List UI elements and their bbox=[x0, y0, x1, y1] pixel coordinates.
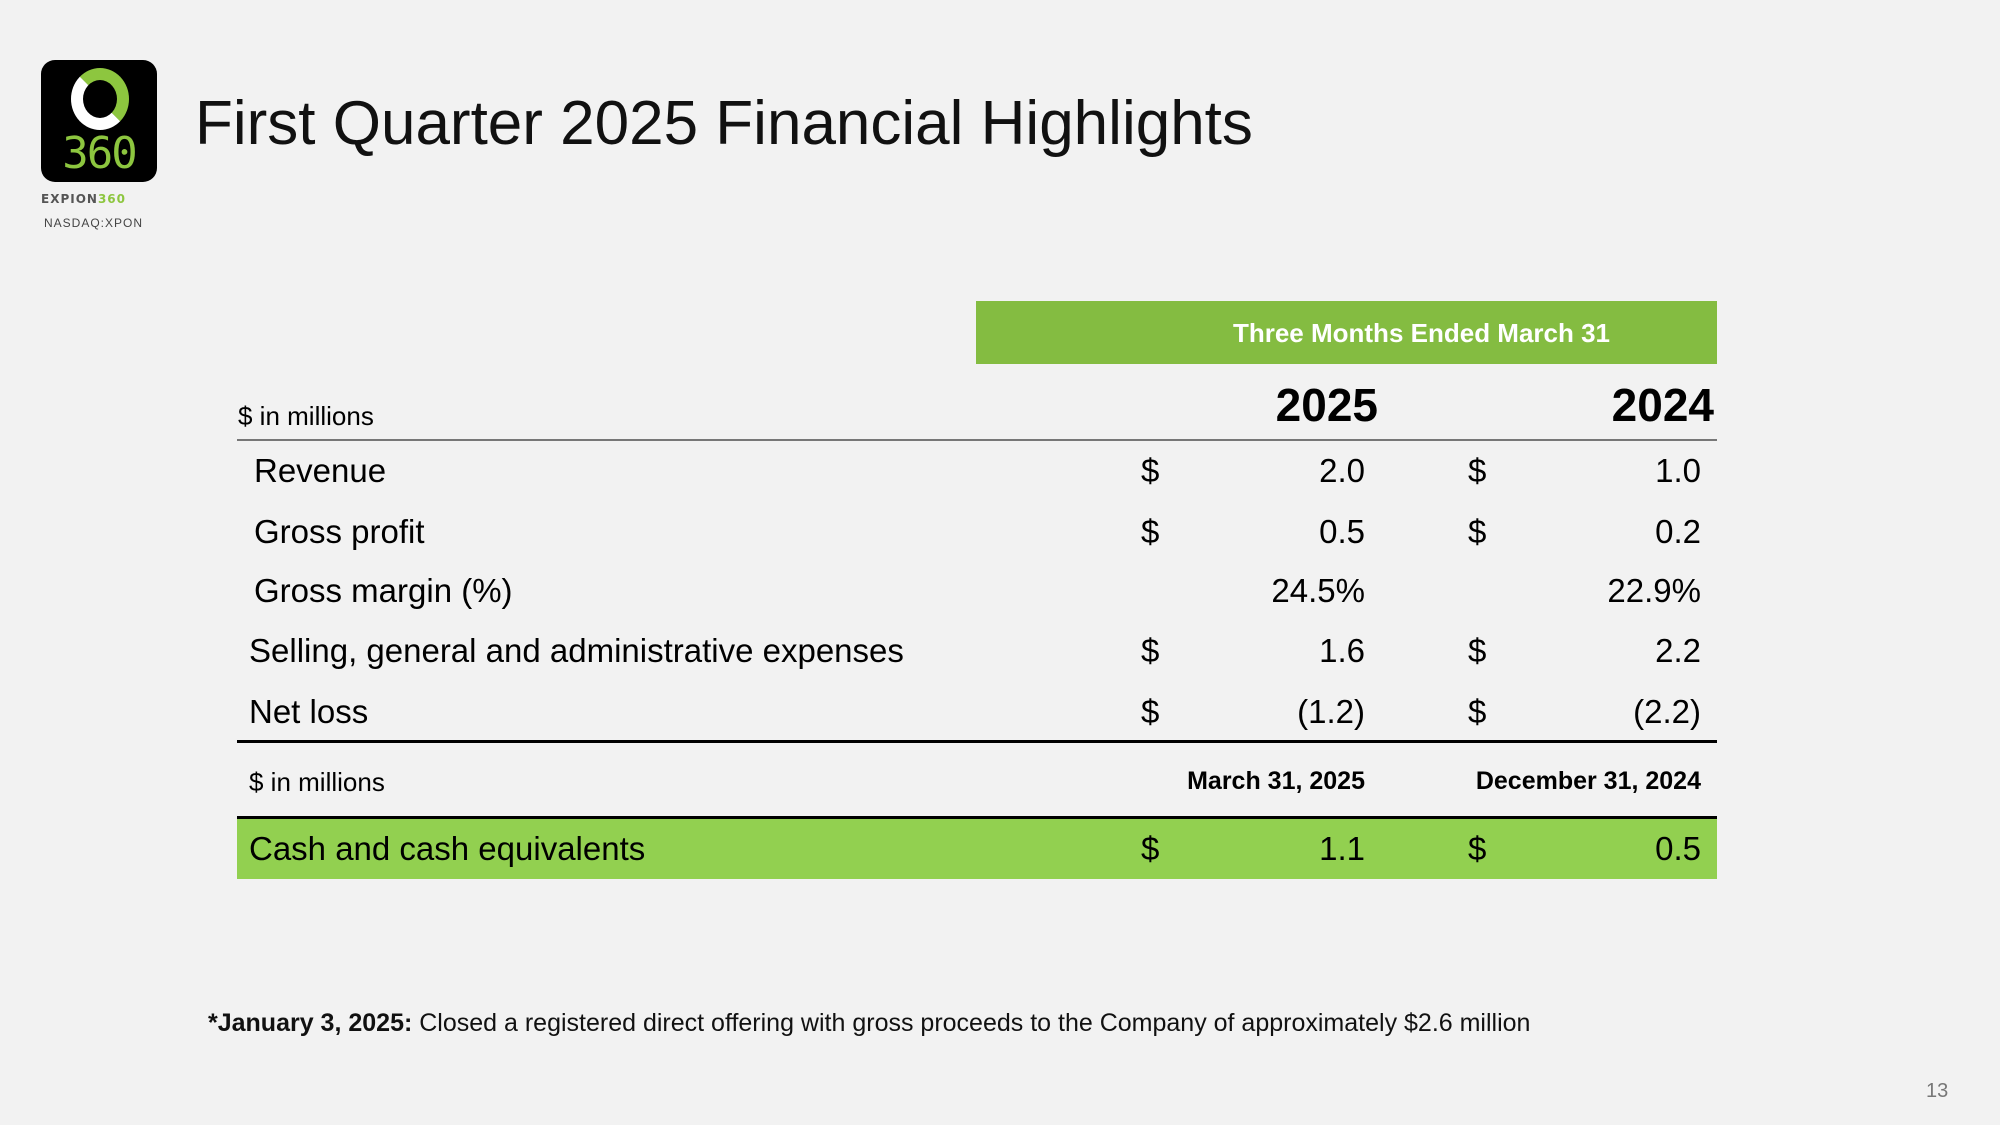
balance-date-1: March 31, 2025 bbox=[1187, 767, 1365, 795]
ticker: NASDAQ:XPON bbox=[44, 216, 144, 230]
footnote: *January 3, 2025: Closed a registered di… bbox=[208, 1009, 1530, 1038]
row-label: Selling, general and administrative expe… bbox=[249, 632, 904, 669]
row-currency-1: $ bbox=[1141, 693, 1160, 730]
page-number: 13 bbox=[1926, 1080, 1949, 1102]
row-label: Net loss bbox=[249, 693, 369, 730]
row-value-2025: 0.5 bbox=[1319, 513, 1365, 550]
cash-row bbox=[237, 819, 1717, 879]
row-currency-2: $ bbox=[1468, 693, 1487, 730]
period-header: Three Months Ended March 31 bbox=[976, 301, 1717, 364]
brand-name: EXPION360 bbox=[41, 192, 126, 206]
row-currency-2: $ bbox=[1468, 513, 1487, 550]
row-value-2025: 24.5% bbox=[1271, 572, 1365, 609]
divider bbox=[237, 740, 1717, 743]
divider bbox=[237, 816, 1717, 819]
brand-a: EXPION bbox=[41, 192, 98, 206]
row-value-2024: (2.2) bbox=[1633, 693, 1701, 730]
row-value-2024: 22.9% bbox=[1607, 572, 1701, 609]
row-value-2024: 0.2 bbox=[1655, 513, 1701, 550]
footnote-text: Closed a registered direct offering with… bbox=[412, 1009, 1531, 1037]
cash-value-2: 0.5 bbox=[1655, 830, 1701, 867]
row-value-2024: 1.0 bbox=[1655, 452, 1701, 489]
logo-e-mark bbox=[71, 68, 129, 130]
row-label: Gross profit bbox=[254, 513, 425, 550]
row-value-2025: (1.2) bbox=[1297, 693, 1365, 730]
row-value-2024: 2.2 bbox=[1655, 632, 1701, 669]
cash-currency-1: $ bbox=[1141, 830, 1160, 867]
year-2024: 2024 bbox=[1611, 379, 1714, 431]
row-currency-2: $ bbox=[1468, 632, 1487, 669]
divider bbox=[237, 439, 1717, 441]
brand-b: 360 bbox=[97, 192, 127, 206]
row-currency-1: $ bbox=[1141, 513, 1160, 550]
year-2025: 2025 bbox=[1275, 379, 1378, 431]
company-logo: 360 bbox=[41, 60, 157, 182]
page-title: First Quarter 2025 Financial Highlights bbox=[195, 89, 1253, 158]
row-label: Gross margin (%) bbox=[254, 572, 513, 609]
row-currency-1: $ bbox=[1141, 632, 1160, 669]
period-header-text: Three Months Ended March 31 bbox=[1232, 318, 1611, 348]
row-label: Revenue bbox=[254, 452, 387, 489]
cash-value-1: 1.1 bbox=[1319, 830, 1365, 867]
row-value-2025: 2.0 bbox=[1319, 452, 1365, 489]
cash-currency-2: $ bbox=[1468, 830, 1487, 867]
balance-unit-label: $ in millions bbox=[249, 767, 385, 797]
footnote-date: *January 3, 2025: bbox=[208, 1009, 413, 1037]
row-currency-2: $ bbox=[1468, 452, 1487, 489]
logo-number: 360 bbox=[62, 128, 137, 179]
row-currency-1: $ bbox=[1141, 452, 1160, 489]
cash-label: Cash and cash equivalents bbox=[249, 830, 646, 867]
row-value-2025: 1.6 bbox=[1319, 632, 1365, 669]
unit-label: $ in millions bbox=[238, 401, 374, 431]
balance-date-2: December 31, 2024 bbox=[1475, 767, 1701, 795]
